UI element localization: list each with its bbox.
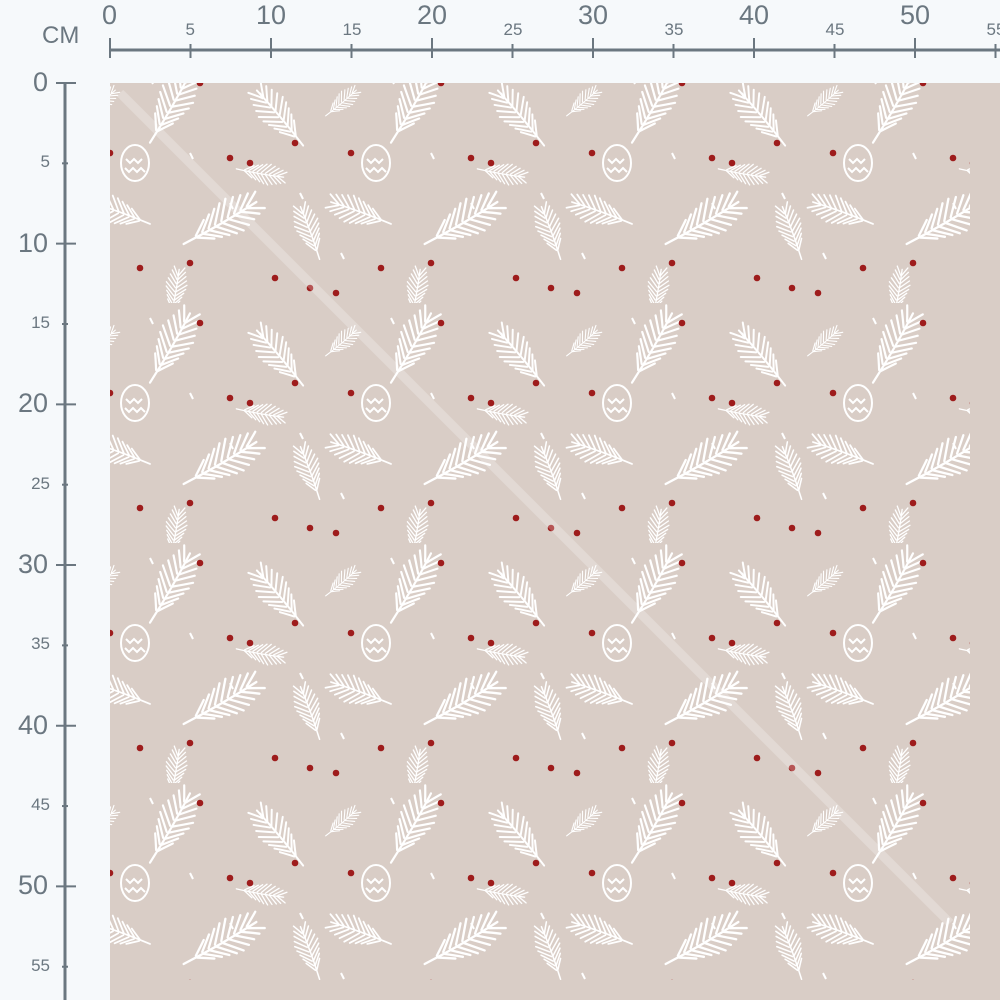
ruler-top-label: 15 — [342, 20, 362, 39]
fabric-swatch — [110, 83, 1000, 1000]
ruler-left-label: 10 — [17, 227, 48, 258]
ruler-left-label: 25 — [31, 473, 50, 493]
ruler-top — [109, 38, 1000, 58]
ruler-top-label: 20 — [417, 0, 448, 30]
ruler-top-label: 40 — [739, 0, 770, 30]
unit-label: CM — [42, 22, 80, 49]
ruler-top-label: 30 — [578, 0, 609, 30]
ruler-top-label: 35 — [664, 20, 684, 39]
ruler-top-label: 5 — [185, 20, 195, 39]
fabric-print — [110, 83, 970, 980]
ruler-left-label: 55 — [31, 955, 50, 975]
ruler-left — [56, 82, 76, 1000]
ruler-left-label: 35 — [31, 634, 50, 654]
ruler-top-label: 55 — [986, 20, 1000, 39]
ruler-top-label: 25 — [503, 20, 523, 39]
ruler-left-label: 45 — [31, 795, 50, 815]
ruler-left-label: 40 — [17, 709, 48, 740]
ruler-left-label: 15 — [31, 313, 50, 333]
ruler-left-label: 50 — [17, 870, 48, 901]
ruler-left-label: 30 — [17, 549, 48, 580]
ruler-top-label: 10 — [256, 0, 287, 30]
fold-highlight — [116, 89, 954, 927]
ruler-top-label: 50 — [900, 0, 931, 30]
ruler-top-label: 0 — [102, 0, 118, 30]
ruler-left-label: 5 — [40, 152, 50, 172]
ruler-left-label: 20 — [17, 388, 48, 419]
ruler-left-label: 0 — [32, 67, 48, 97]
ruler-top-label: 45 — [825, 20, 845, 39]
